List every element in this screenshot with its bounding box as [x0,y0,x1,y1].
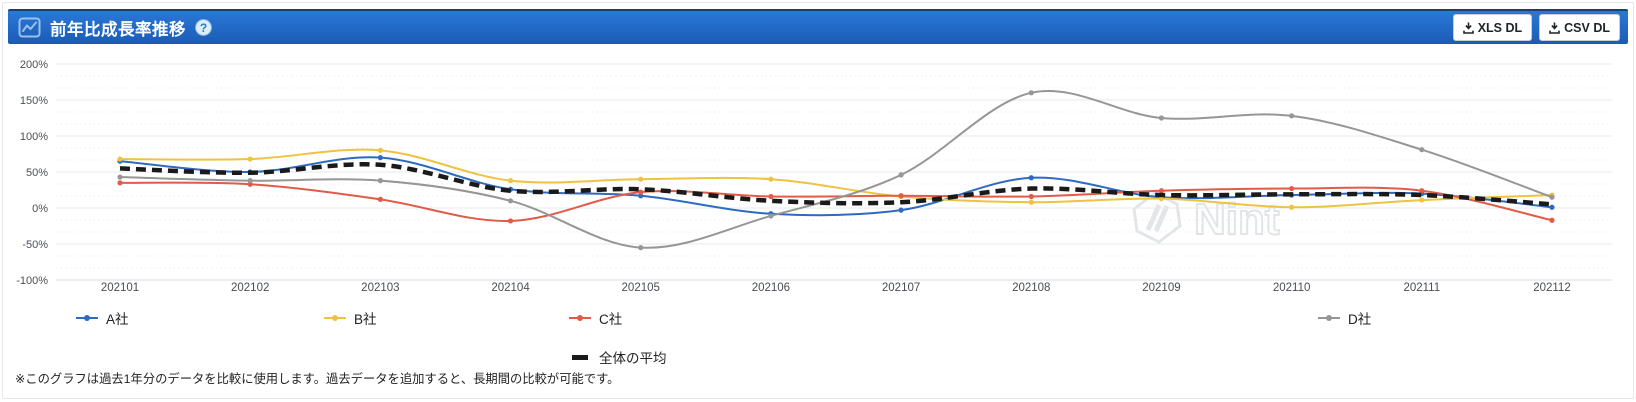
legend-label-company-c: C社 [599,312,623,327]
csv-download-button[interactable]: CSV DL [1539,14,1620,41]
download-icon [1549,22,1560,34]
legend-label-company-a: A社 [106,312,129,327]
header-buttons: XLS DL CSV DL [1452,14,1622,41]
legend-marker-overall-average [569,352,591,362]
chart-footnote: ※このグラフは過去1年分のデータを比較に使用します。過去データを追加すると、長期… [15,372,620,386]
legend-label-company-d: D社 [1348,312,1372,327]
legend-label-company-b: B社 [354,312,377,327]
legend-marker-company-c [569,313,591,323]
legend-item-overall-average[interactable]: 全体の平均 [569,347,667,367]
button-label: CSV DL [1564,20,1610,35]
legend-label-overall-average: 全体の平均 [599,351,667,366]
help-icon[interactable]: ? [195,19,212,36]
button-label: XLS DL [1477,20,1523,35]
nint-watermark-text: Nint [1194,195,1280,244]
legend-marker-company-b [324,313,346,323]
legend-marker-company-a [76,313,98,323]
legend-item-company-a[interactable]: A社 [76,308,129,328]
nint-logo-icon [1132,191,1182,244]
legend-marker-company-d [1318,313,1340,323]
legend-item-company-b[interactable]: B社 [324,308,377,328]
xls-download-button[interactable]: XLS DL [1452,14,1533,41]
legend-item-company-d[interactable]: D社 [1318,308,1371,328]
nint-watermark: Nint [1128,190,1348,251]
download-icon [1462,22,1474,34]
page-title: 前年比成長率推移 [50,20,186,39]
legend-item-company-c[interactable]: C社 [569,308,622,328]
line-chart-icon [18,17,41,38]
chart-header: 前年比成長率推移 ? XLS DL CSV DL [8,9,1628,44]
